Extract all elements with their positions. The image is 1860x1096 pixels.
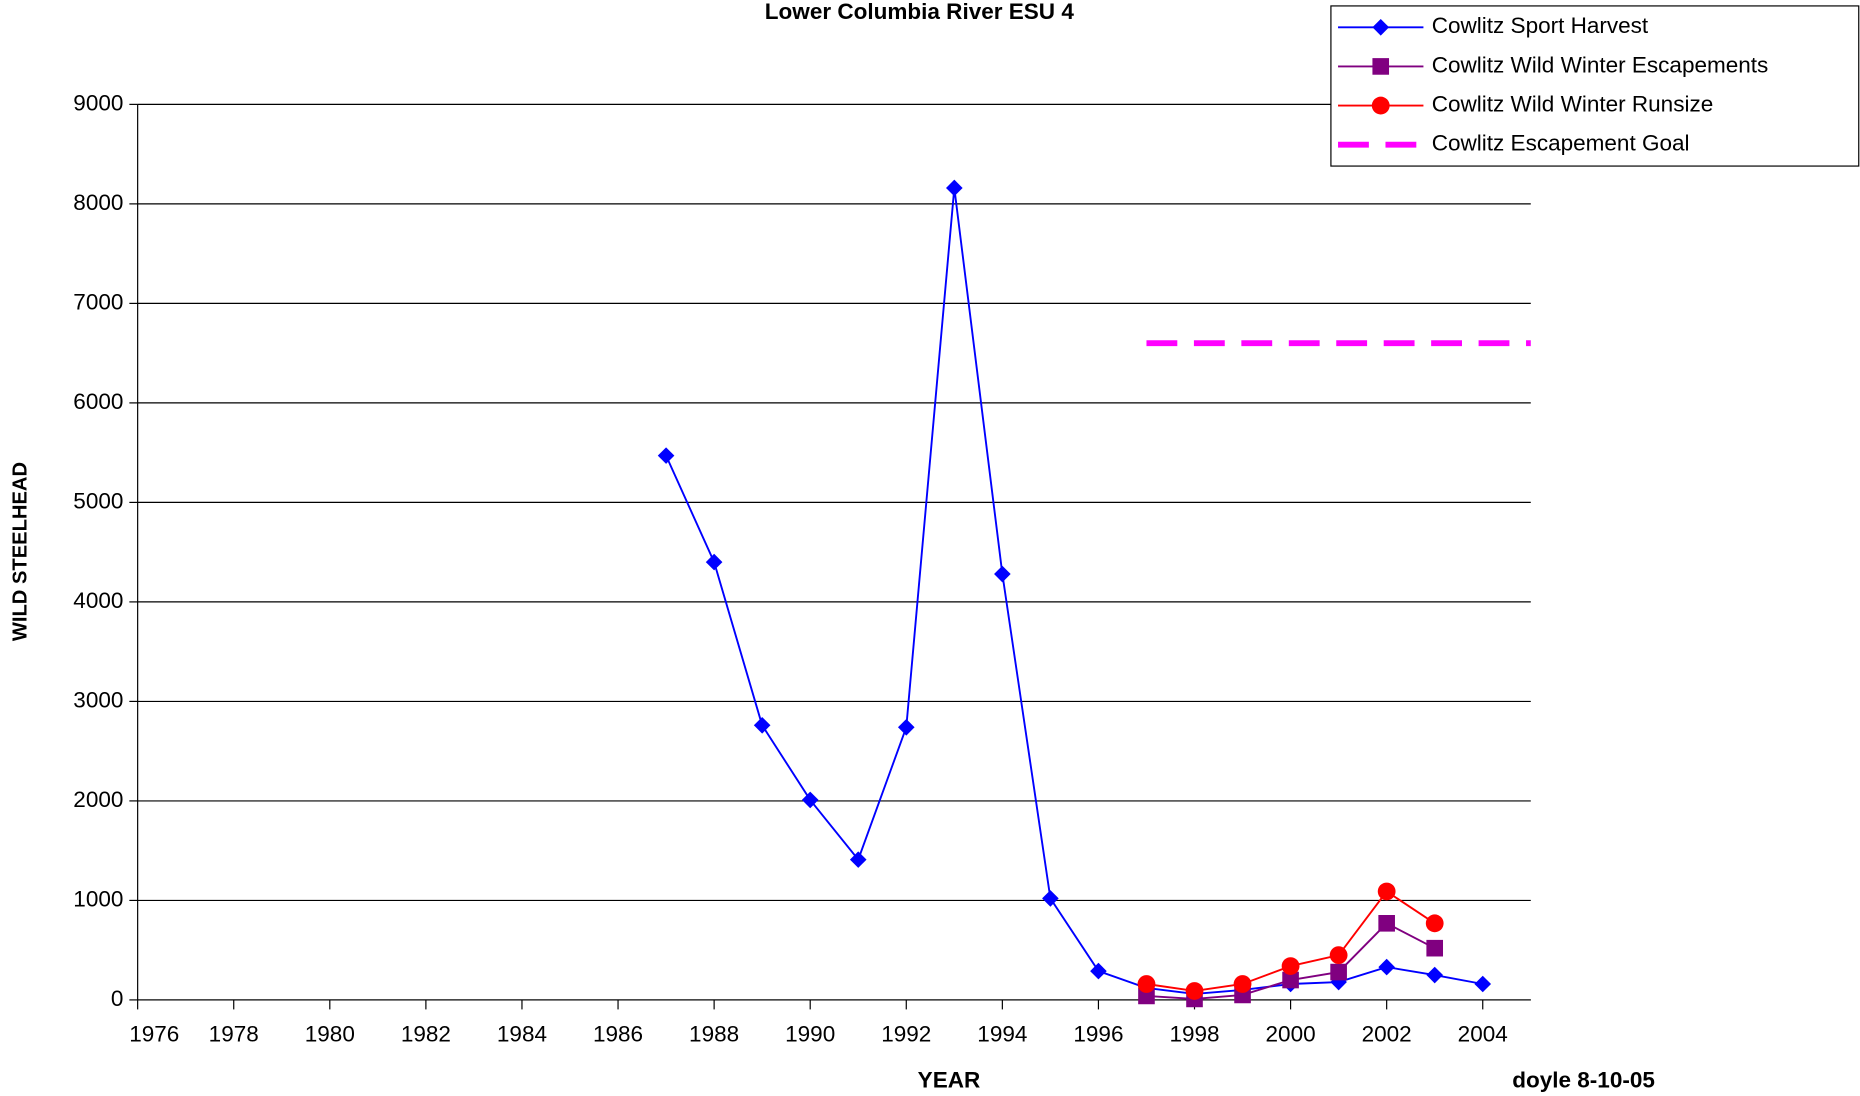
marker-diamond: [1042, 890, 1059, 907]
x-tick-label: 1982: [401, 1021, 451, 1046]
marker-diamond: [1426, 966, 1444, 984]
x-tick-label: 1994: [977, 1021, 1027, 1046]
y-tick-label: 7000: [73, 289, 123, 314]
y-tick-label: 9000: [73, 90, 123, 115]
y-axis-label: WILD STEELHEAD: [10, 462, 32, 641]
x-tick-label: 1986: [593, 1021, 643, 1046]
marker-circle: [1425, 914, 1444, 933]
marker-circle: [1377, 882, 1396, 901]
legend-label: Cowlitz Wild Winter Escapements: [1432, 52, 1769, 77]
y-tick-label: 6000: [73, 389, 123, 414]
x-tick-label: 1992: [881, 1021, 931, 1046]
y-tick-label: 0: [111, 986, 124, 1011]
marker-diamond: [657, 447, 675, 464]
marker-square: [1372, 58, 1390, 75]
marker-diamond: [1090, 962, 1107, 980]
marker-circle: [1281, 957, 1300, 975]
y-tick-label: 8000: [73, 190, 123, 215]
x-tick-label: 1988: [689, 1021, 739, 1046]
x-tick-label: 2004: [1458, 1021, 1508, 1046]
x-tick-label: 2002: [1362, 1021, 1412, 1046]
x-axis-label: YEAR: [918, 1068, 981, 1093]
x-tick-label: 1996: [1073, 1021, 1123, 1046]
series-line: [665, 187, 1483, 995]
legend-label: Cowlitz Escapement Goal: [1432, 131, 1690, 156]
marker-circle: [1329, 946, 1348, 965]
marker-diamond: [1474, 975, 1492, 993]
marker-square: [1282, 971, 1299, 989]
annotation: doyle 8-10-05: [1512, 1068, 1655, 1093]
x-tick-label: 1980: [305, 1021, 355, 1046]
marker-circle: [1185, 982, 1204, 1000]
x-tick-label: 1984: [497, 1021, 547, 1046]
y-tick-label: 3000: [73, 687, 123, 712]
x-tick-label: 1976: [129, 1021, 179, 1046]
marker-square: [1330, 963, 1347, 981]
marker-diamond: [705, 553, 723, 571]
x-tick-label: 1998: [1169, 1021, 1219, 1046]
legend-label: Cowlitz Wild Winter Runsize: [1432, 92, 1714, 117]
marker-circle: [1137, 975, 1156, 993]
y-tick-label: 4000: [73, 588, 123, 613]
marker-diamond: [946, 179, 963, 197]
y-tick-label: 1000: [73, 886, 123, 911]
marker-diamond: [1378, 958, 1395, 976]
marker-square: [1426, 939, 1444, 957]
x-tick-label: 1990: [785, 1021, 835, 1046]
marker-diamond: [897, 718, 915, 736]
marker-diamond: [1372, 18, 1390, 36]
x-tick-label: 2000: [1266, 1021, 1316, 1046]
x-tick-label: 1978: [209, 1021, 259, 1046]
chart-title: Lower Columbia River ESU 4: [765, 0, 1075, 24]
marker-circle: [1371, 96, 1390, 115]
marker-square: [1378, 915, 1395, 932]
marker-circle: [1233, 975, 1252, 993]
y-tick-label: 5000: [73, 488, 123, 513]
marker-diamond: [753, 716, 771, 734]
legend-box: [1330, 5, 1860, 167]
y-tick-label: 2000: [73, 787, 123, 812]
legend-label: Cowlitz Sport Harvest: [1432, 13, 1649, 38]
marker-diamond: [994, 565, 1011, 583]
